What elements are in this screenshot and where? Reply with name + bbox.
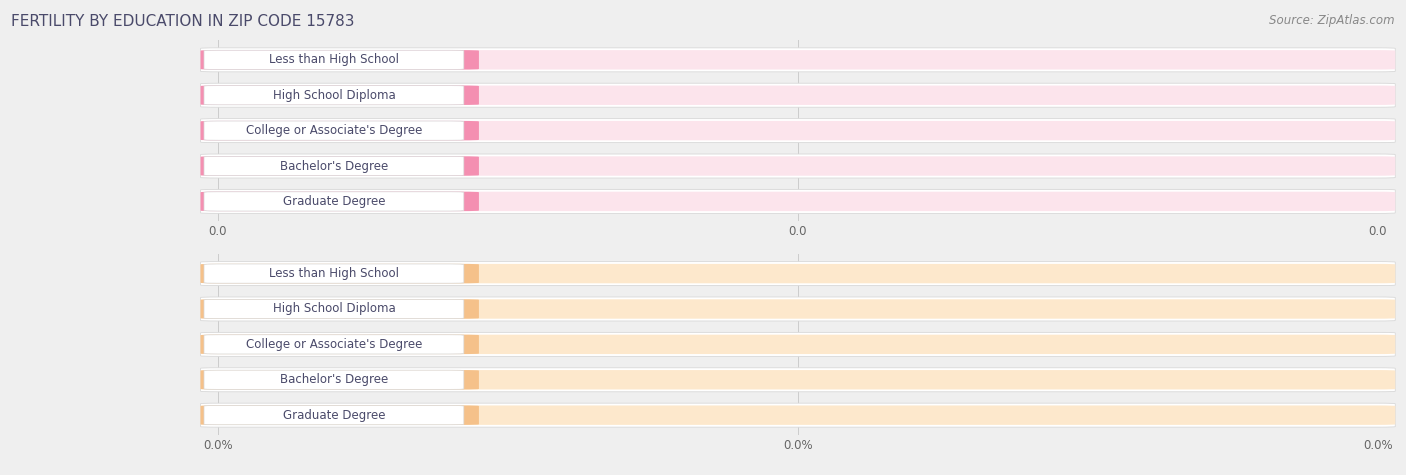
FancyBboxPatch shape bbox=[201, 48, 1395, 72]
Text: 0.0%: 0.0% bbox=[425, 338, 457, 351]
FancyBboxPatch shape bbox=[201, 406, 1395, 425]
Text: 0.0%: 0.0% bbox=[425, 303, 457, 315]
Text: Bachelor's Degree: Bachelor's Degree bbox=[280, 373, 388, 386]
Text: High School Diploma: High School Diploma bbox=[273, 89, 395, 102]
FancyBboxPatch shape bbox=[201, 299, 1395, 319]
FancyBboxPatch shape bbox=[201, 264, 1395, 283]
FancyBboxPatch shape bbox=[201, 121, 1395, 140]
FancyBboxPatch shape bbox=[201, 370, 479, 390]
FancyBboxPatch shape bbox=[201, 332, 1395, 356]
Text: Bachelor's Degree: Bachelor's Degree bbox=[280, 160, 388, 172]
FancyBboxPatch shape bbox=[201, 50, 1395, 69]
Text: College or Associate's Degree: College or Associate's Degree bbox=[246, 338, 422, 351]
FancyBboxPatch shape bbox=[204, 264, 464, 283]
Text: 0.0: 0.0 bbox=[436, 195, 457, 208]
FancyBboxPatch shape bbox=[204, 406, 464, 425]
Text: Graduate Degree: Graduate Degree bbox=[283, 195, 385, 208]
FancyBboxPatch shape bbox=[201, 190, 1395, 213]
Text: 0.0%: 0.0% bbox=[425, 373, 457, 386]
Text: 0.0%: 0.0% bbox=[425, 267, 457, 280]
Text: 0.0: 0.0 bbox=[436, 124, 457, 137]
FancyBboxPatch shape bbox=[201, 83, 1395, 107]
FancyBboxPatch shape bbox=[201, 121, 479, 140]
FancyBboxPatch shape bbox=[204, 192, 464, 211]
FancyBboxPatch shape bbox=[201, 335, 479, 354]
Text: Less than High School: Less than High School bbox=[269, 53, 399, 67]
FancyBboxPatch shape bbox=[201, 299, 479, 319]
FancyBboxPatch shape bbox=[204, 299, 464, 319]
Text: 0.0: 0.0 bbox=[436, 160, 457, 172]
FancyBboxPatch shape bbox=[201, 119, 1395, 142]
FancyBboxPatch shape bbox=[201, 335, 1395, 354]
FancyBboxPatch shape bbox=[201, 264, 479, 283]
FancyBboxPatch shape bbox=[201, 192, 1395, 211]
FancyBboxPatch shape bbox=[204, 86, 464, 105]
Text: College or Associate's Degree: College or Associate's Degree bbox=[246, 124, 422, 137]
FancyBboxPatch shape bbox=[204, 335, 464, 354]
FancyBboxPatch shape bbox=[201, 154, 1395, 178]
FancyBboxPatch shape bbox=[201, 368, 1395, 392]
FancyBboxPatch shape bbox=[201, 192, 479, 211]
FancyBboxPatch shape bbox=[201, 156, 479, 176]
FancyBboxPatch shape bbox=[201, 403, 1395, 427]
FancyBboxPatch shape bbox=[204, 50, 464, 69]
FancyBboxPatch shape bbox=[201, 262, 1395, 285]
FancyBboxPatch shape bbox=[204, 156, 464, 176]
FancyBboxPatch shape bbox=[201, 370, 1395, 390]
FancyBboxPatch shape bbox=[204, 370, 464, 390]
FancyBboxPatch shape bbox=[201, 156, 1395, 176]
FancyBboxPatch shape bbox=[201, 406, 479, 425]
FancyBboxPatch shape bbox=[201, 86, 479, 105]
Text: High School Diploma: High School Diploma bbox=[273, 303, 395, 315]
Text: 0.0%: 0.0% bbox=[425, 408, 457, 422]
Text: 0.0: 0.0 bbox=[436, 89, 457, 102]
FancyBboxPatch shape bbox=[201, 50, 479, 69]
FancyBboxPatch shape bbox=[201, 86, 1395, 105]
FancyBboxPatch shape bbox=[201, 297, 1395, 321]
FancyBboxPatch shape bbox=[204, 121, 464, 140]
Text: 0.0: 0.0 bbox=[436, 53, 457, 67]
Text: Graduate Degree: Graduate Degree bbox=[283, 408, 385, 422]
Text: Source: ZipAtlas.com: Source: ZipAtlas.com bbox=[1270, 14, 1395, 27]
Text: Less than High School: Less than High School bbox=[269, 267, 399, 280]
Text: FERTILITY BY EDUCATION IN ZIP CODE 15783: FERTILITY BY EDUCATION IN ZIP CODE 15783 bbox=[11, 14, 354, 29]
